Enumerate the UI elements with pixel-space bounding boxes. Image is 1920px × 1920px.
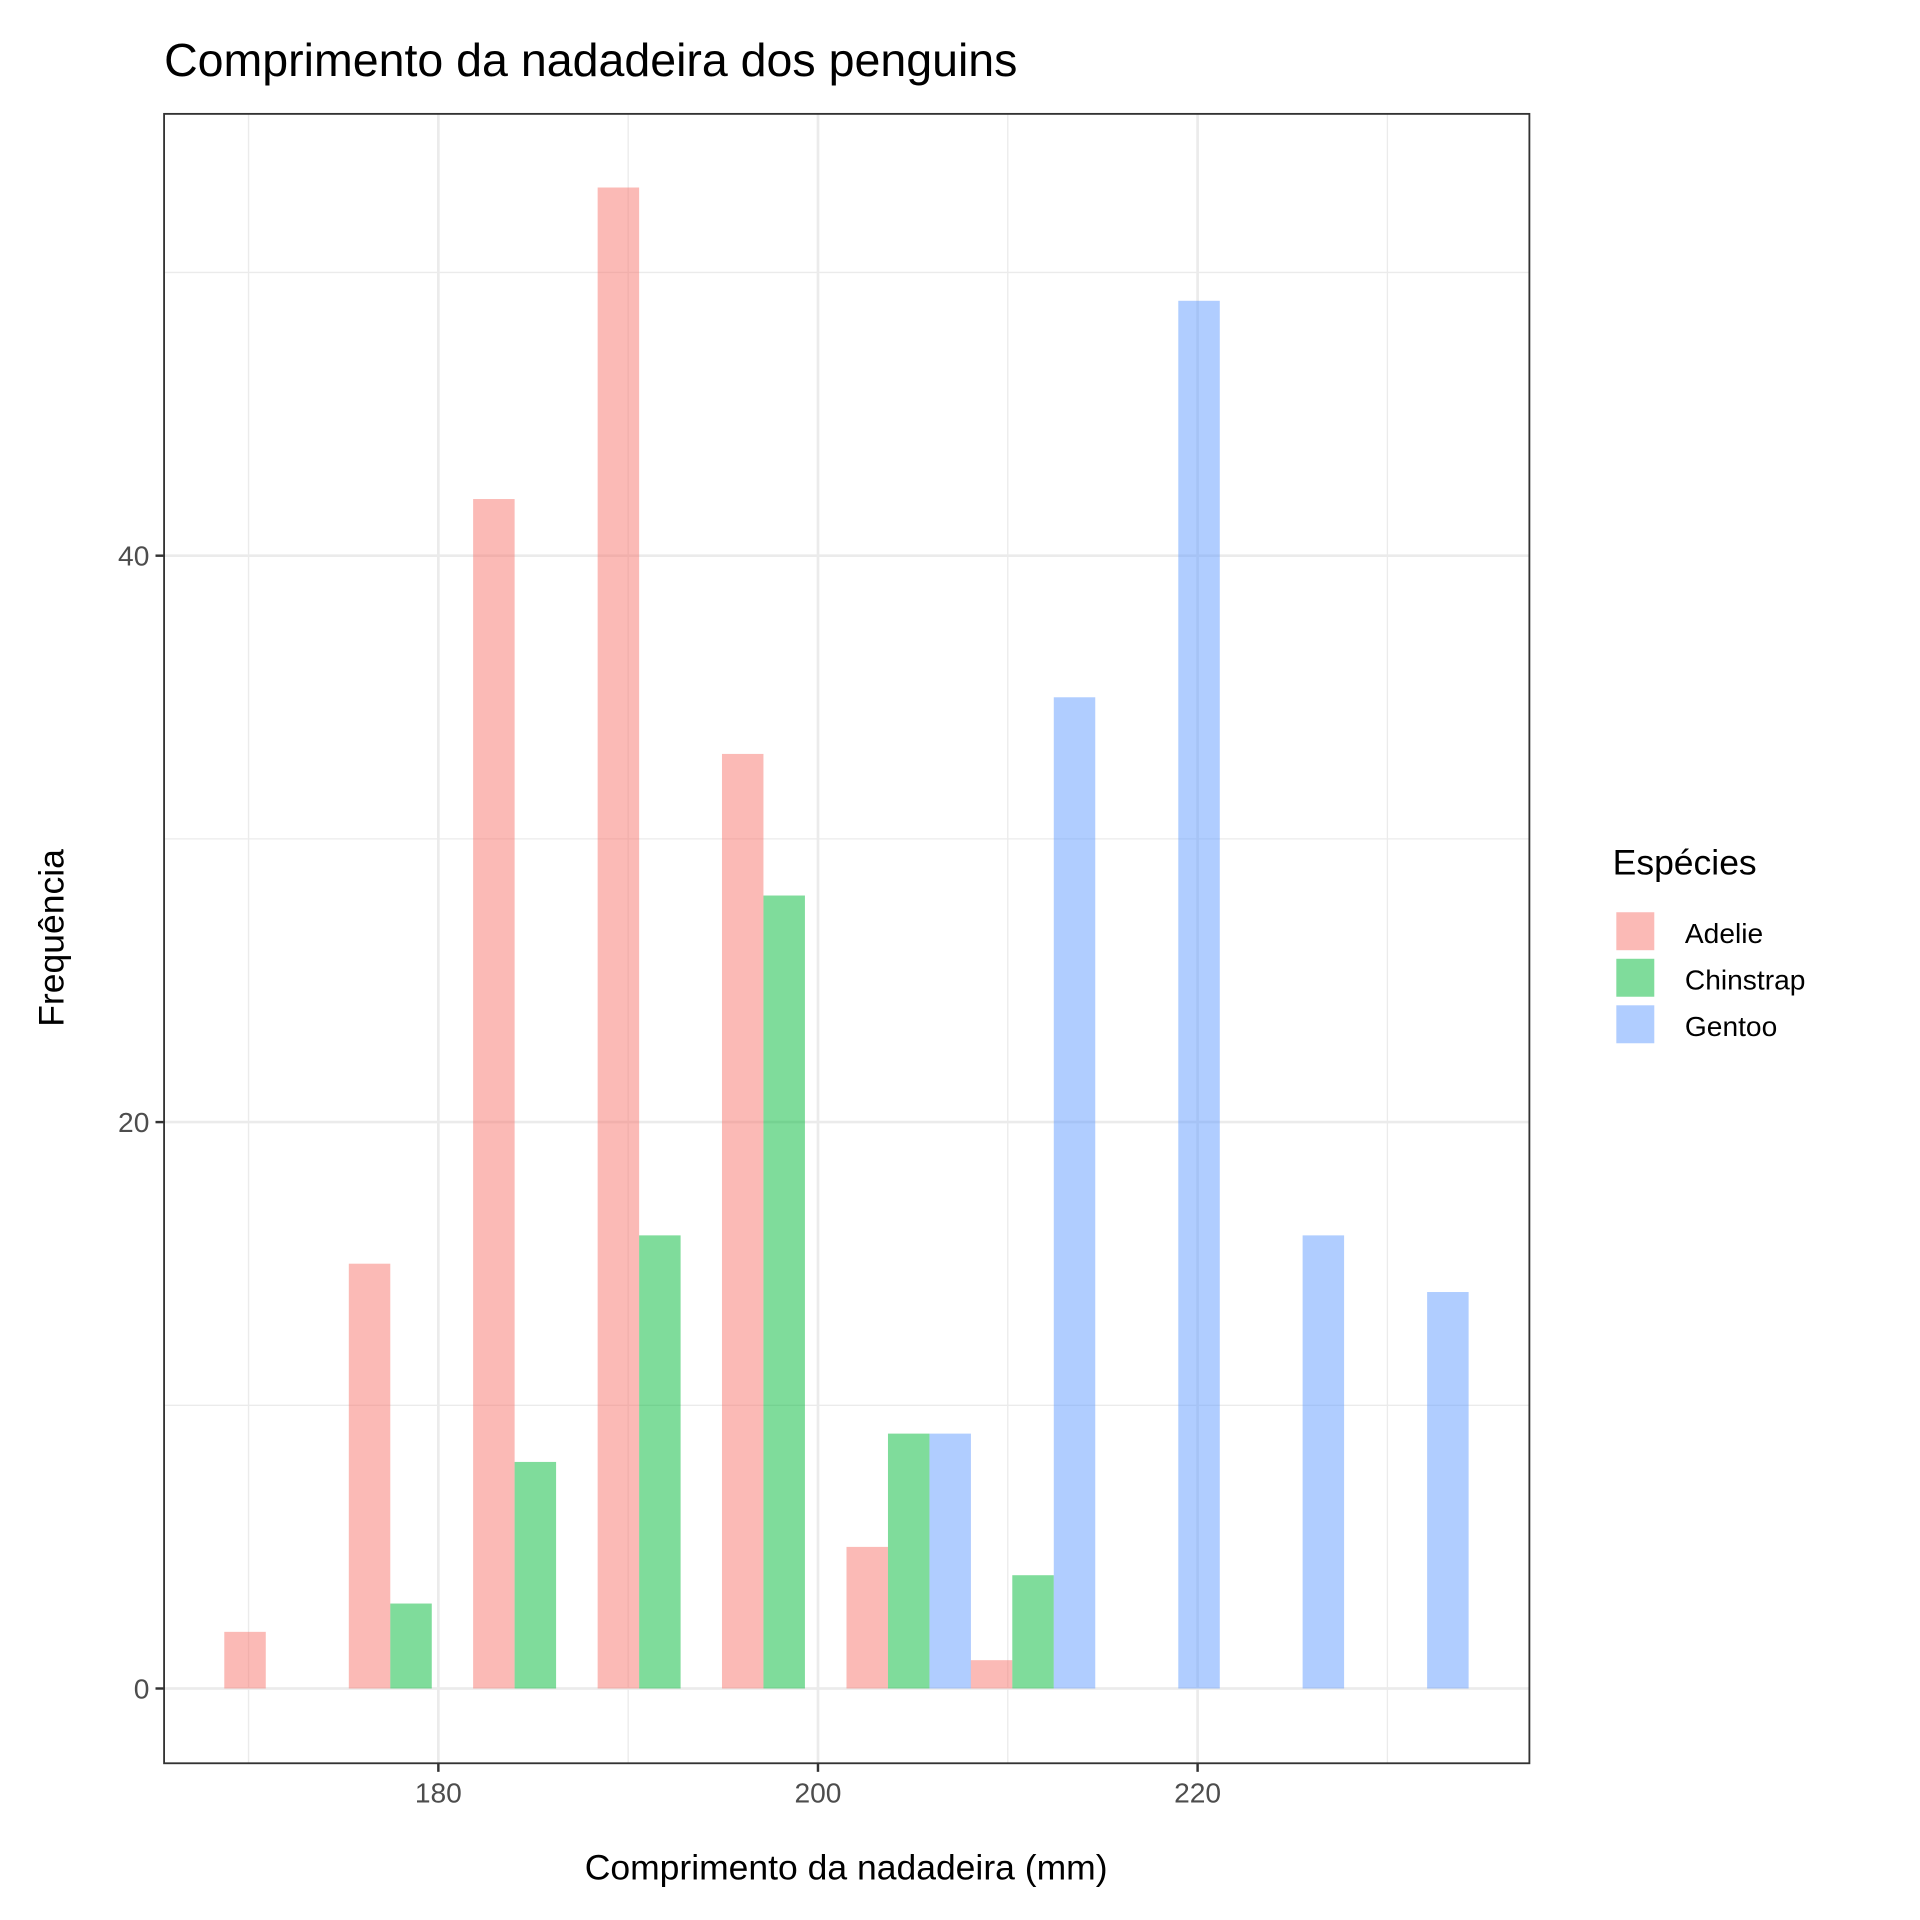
bar-gentoo — [1178, 300, 1220, 1689]
bars — [224, 187, 1469, 1689]
chart-title: Comprimento da nadadeira dos penguins — [164, 34, 1017, 86]
bar-gentoo — [1427, 1292, 1469, 1689]
legend-item-adelie: Adelie — [1616, 912, 1763, 951]
bar-gentoo — [1053, 697, 1096, 1689]
bar-adelie — [970, 1660, 1013, 1689]
x-tick-label: 220 — [1174, 1777, 1221, 1808]
bar-chinstrap — [763, 895, 805, 1689]
y-axis-label: Frequência — [32, 849, 72, 1027]
axes: 180 200 220 0 20 40 — [118, 540, 1221, 1808]
y-tick-label: 20 — [118, 1107, 149, 1138]
bar-adelie — [846, 1546, 888, 1689]
bar-adelie — [597, 187, 640, 1689]
bar-adelie — [473, 499, 515, 1689]
bar-adelie — [721, 753, 764, 1689]
y-tick-label: 40 — [118, 540, 149, 571]
legend-key — [1616, 912, 1655, 951]
bar-gentoo — [929, 1433, 971, 1689]
bar-gentoo — [1302, 1235, 1345, 1689]
bar-chinstrap — [514, 1461, 557, 1689]
bar-adelie — [224, 1631, 266, 1689]
legend-label: Chinstrap — [1685, 964, 1806, 995]
legend: Espécies Adelie Chinstrap Gentoo — [1613, 842, 1806, 1044]
legend-label: Gentoo — [1685, 1011, 1777, 1042]
legend-key — [1616, 1005, 1655, 1044]
panel-border — [163, 112, 1531, 1765]
y-tick-label: 0 — [134, 1673, 150, 1704]
bar-chinstrap — [390, 1603, 432, 1689]
bar-chinstrap — [639, 1235, 681, 1689]
legend-item-gentoo: Gentoo — [1616, 1005, 1777, 1044]
legend-item-chinstrap: Chinstrap — [1616, 958, 1806, 997]
x-tick-label: 180 — [415, 1777, 462, 1808]
legend-key — [1616, 958, 1655, 997]
bar-chinstrap — [1012, 1575, 1054, 1689]
legend-label: Adelie — [1685, 918, 1763, 949]
bar-chinstrap — [887, 1433, 930, 1689]
x-axis-label: Comprimento da nadadeira (mm) — [585, 1848, 1108, 1888]
bar-adelie — [348, 1263, 391, 1689]
legend-title: Espécies — [1613, 842, 1757, 882]
x-tick-label: 200 — [794, 1777, 841, 1808]
